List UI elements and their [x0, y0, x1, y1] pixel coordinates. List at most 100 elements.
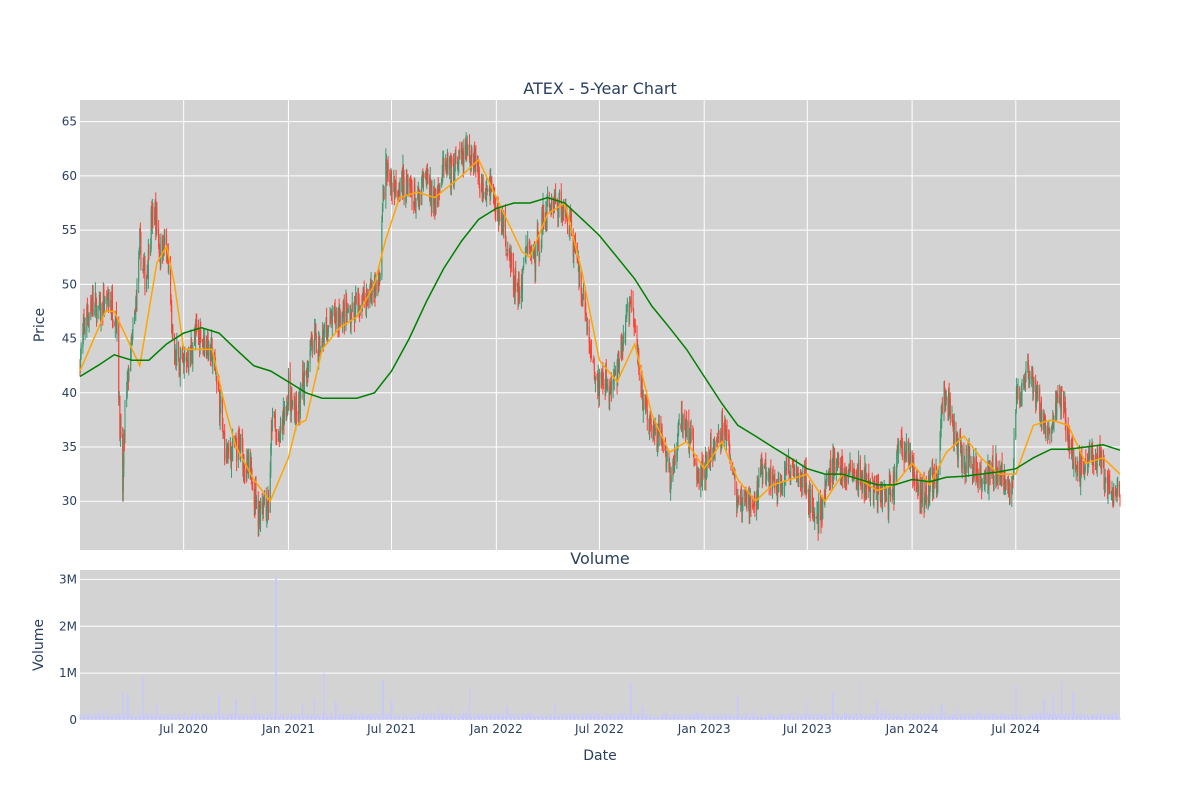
volume-bar — [327, 717, 329, 720]
candle-body — [519, 296, 521, 299]
volume-bar — [483, 716, 485, 720]
volume-bar — [461, 715, 463, 720]
volume-bar — [126, 694, 128, 720]
candle-body — [650, 424, 652, 430]
volume-bar — [646, 713, 648, 720]
volume-bar — [1072, 691, 1074, 720]
volume-bar — [912, 713, 914, 720]
volume-bar — [661, 714, 662, 720]
volume-bar — [601, 717, 603, 720]
volume-bar — [147, 716, 149, 720]
volume-bar — [589, 715, 591, 720]
volume-bar — [873, 716, 875, 720]
volume-bar — [1071, 717, 1072, 720]
candle-body — [379, 274, 381, 282]
candle-body — [633, 309, 635, 316]
volume-bar — [335, 701, 337, 720]
volume-bar — [498, 715, 499, 720]
volume-bar — [164, 713, 166, 720]
candle-body — [447, 159, 449, 171]
volume-bar — [377, 713, 379, 720]
volume-bar — [1095, 716, 1096, 720]
candle-body — [236, 445, 238, 462]
candle-body — [88, 314, 90, 322]
volume-bar — [84, 716, 86, 720]
volume-bar — [1049, 712, 1051, 720]
volume-bar — [945, 713, 947, 720]
volume-bar — [279, 717, 281, 720]
volume-bar — [261, 714, 263, 720]
volume-bar — [850, 715, 851, 720]
price-y-tick: 60 — [62, 169, 77, 183]
volume-bar — [497, 712, 499, 720]
volume-bar — [904, 715, 906, 720]
volume-bar — [521, 717, 522, 720]
volume-bar — [367, 713, 368, 720]
candle-body — [253, 488, 255, 507]
volume-bar — [900, 716, 902, 720]
volume-bar — [781, 714, 783, 720]
candle-body — [809, 511, 811, 514]
volume-bar — [138, 708, 140, 720]
volume-bar — [1099, 712, 1101, 720]
volume-bar — [816, 713, 817, 720]
volume-bar — [582, 713, 584, 720]
volume-bar — [553, 716, 555, 720]
volume-bar — [162, 716, 163, 720]
volume-bar — [130, 712, 132, 720]
candle-body — [200, 329, 202, 343]
candle-body — [1056, 394, 1058, 415]
candle-body — [515, 270, 517, 287]
volume-bar — [876, 701, 878, 720]
volume-bar — [223, 713, 224, 720]
volume-bar — [178, 713, 179, 720]
candle-body — [346, 296, 348, 315]
volume-bar — [317, 715, 319, 720]
candle-body — [742, 494, 744, 502]
candle-body — [385, 159, 387, 199]
volume-bar — [948, 716, 950, 720]
volume-bar — [713, 710, 715, 720]
volume-bar — [243, 715, 245, 720]
volume-bar — [604, 717, 606, 720]
volume-bar — [937, 716, 939, 720]
volume-bar — [828, 713, 829, 720]
volume-bar — [550, 717, 552, 720]
volume-bar — [644, 714, 646, 720]
volume-bar — [231, 713, 232, 720]
volume-bar — [478, 712, 480, 720]
volume-bar — [88, 712, 89, 720]
volume-bar — [669, 717, 670, 720]
volume-bar — [969, 710, 970, 720]
candle-body — [266, 504, 268, 514]
volume-bar — [312, 715, 313, 720]
volume-bar — [641, 705, 643, 720]
volume-bar — [1043, 698, 1045, 720]
candle-body — [128, 368, 130, 379]
volume-bar — [964, 716, 965, 720]
volume-bar — [574, 713, 575, 720]
volume-bar — [742, 714, 743, 720]
candle-body — [661, 427, 663, 441]
candle-body — [858, 461, 860, 491]
volume-bar — [1089, 716, 1091, 720]
volume-bar — [917, 714, 919, 720]
volume-bar — [1087, 716, 1089, 720]
volume-bar — [1072, 691, 1074, 720]
volume-bar — [830, 717, 832, 720]
volume-bar — [610, 712, 612, 720]
candle-body — [178, 341, 180, 359]
volume-bar — [806, 698, 808, 720]
candle-body — [588, 327, 590, 343]
volume-bar — [1031, 714, 1033, 720]
volume-bar — [1000, 715, 1002, 720]
volume-bar — [338, 717, 339, 720]
volume-bar — [518, 716, 519, 720]
candle-body — [238, 436, 240, 451]
candle-body — [1029, 376, 1031, 380]
volume-bar — [720, 716, 722, 720]
candle-body — [559, 191, 561, 194]
volume-bar — [132, 714, 133, 720]
volume-bar — [697, 712, 699, 720]
candle-body — [130, 337, 132, 350]
